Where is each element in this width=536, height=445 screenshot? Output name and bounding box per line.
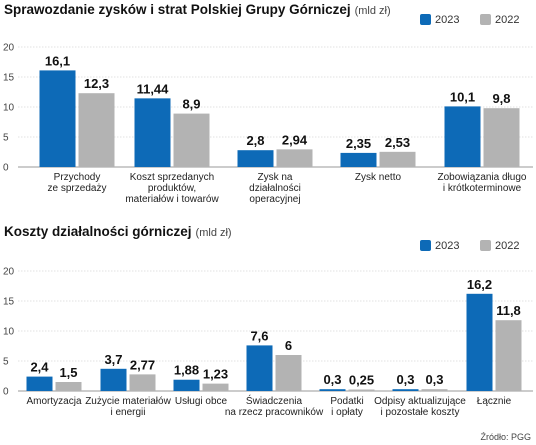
category-label: Usługi obce [175,396,228,407]
category-label: Zobowiązania długo i krótkoterminowe [438,172,527,194]
chart-unit: (mld zł) [355,5,391,17]
category-label: Zysk netto [355,172,402,183]
bar-2023-4 [246,345,273,391]
data-label-2022-1: 12,3 [84,76,109,91]
bar-2023-4 [340,152,377,167]
data-label-2023-7: 16,2 [467,277,492,292]
chart-title-text: Koszty działalności górniczej [4,224,192,239]
category-label: Podatki i opłaty [330,396,363,418]
data-label-2023-3: 2,8 [246,133,264,148]
data-label-2022-3: 2,94 [282,132,308,147]
data-label-2022-1: 1,5 [59,365,77,380]
bar-2023-5 [319,389,346,391]
bar-2023-2 [100,368,127,391]
bar-2022-5 [483,108,520,167]
legend-label-2023: 2023 [435,14,459,26]
bar-2022-3 [202,383,229,391]
y-tick-label: 5 [3,357,9,368]
data-label-2023-3: 1,88 [174,363,199,378]
chart-title: Koszty działalności górniczej (mld zł) [4,224,232,239]
data-label-2022-2: 2,77 [130,357,155,372]
category-label: Łącznie [477,396,512,407]
legend-swatch-2023 [420,240,431,251]
y-tick-label: 10 [3,327,15,338]
data-label-2023-5: 10,1 [450,89,475,104]
y-tick-label: 10 [3,103,15,114]
data-label-2023-4: 7,6 [250,328,268,343]
bar-2023-1 [26,376,53,391]
y-tick-label: 20 [3,267,15,278]
data-label-2023-2: 3,7 [104,352,122,367]
y-tick-label: 0 [3,387,9,398]
y-tick-label: 15 [3,73,15,84]
data-label-2023-5: 0,3 [323,372,341,387]
bar-2022-3 [276,149,313,167]
data-label-2022-5: 0,25 [349,373,374,388]
category-label: Przychody ze sprzedaży [48,172,107,194]
data-label-2023-6: 0,3 [396,372,414,387]
chart-unit: (mld zł) [196,227,232,239]
legend-label-2022: 2022 [495,240,519,252]
bar-2022-2 [129,374,156,391]
bar-2022-4 [275,355,302,391]
data-label-2022-6: 0,3 [425,372,443,387]
category-label: Odpisy aktualizujące i pozostałe koszty [374,396,466,418]
bar-2023-1 [39,70,76,167]
category-label: Świadczenia na rzecz pracowników [225,394,324,418]
bar-2022-6 [421,389,448,391]
bar-2022-2 [173,113,210,167]
bar-2022-1 [78,93,115,167]
data-label-2022-5: 9,8 [492,91,510,106]
legend-swatch-2023 [420,14,431,25]
bar-2022-1 [55,382,82,391]
chart-title-text: Sprawozdanie zysków i strat Polskiej Gru… [4,2,351,17]
bar-2023-5 [444,106,481,167]
data-label-2023-4: 2,35 [346,136,371,151]
bar-2022-5 [348,389,375,391]
bar-2023-2 [134,98,171,167]
y-tick-label: 20 [3,43,15,54]
bar-2023-3 [173,379,200,391]
bar-2023-3 [237,150,274,167]
chart-title: Sprawozdanie zysków i strat Polskiej Gru… [4,2,391,17]
data-label-2023-2: 11,44 [137,81,170,96]
category-label: Amortyzacja [26,396,81,407]
chart-2: Koszty działalności górniczej (mld zł)202… [3,224,533,418]
data-label-2022-2: 8,9 [182,97,200,112]
bar-2022-7 [495,320,522,391]
y-tick-label: 0 [3,163,9,174]
data-label-2022-7: 11,8 [496,303,521,318]
data-label-2023-1: 16,1 [45,53,70,68]
legend-swatch-2022 [480,240,491,251]
source-note: Źródło: PGG [480,432,531,442]
bar-2022-4 [379,151,416,167]
category-label: Zużycie materiałów i energii [85,396,171,418]
chart-1: Sprawozdanie zysków i strat Polskiej Gru… [3,2,533,205]
category-label: Koszt sprzedanych produktów, materiałów i … [125,172,219,205]
y-tick-label: 5 [3,133,9,144]
y-tick-label: 15 [3,297,15,308]
bar-2023-7 [466,293,493,391]
data-label-2022-4: 2,53 [385,135,410,150]
data-label-2022-4: 6 [285,338,292,353]
legend-label-2022: 2022 [495,14,519,26]
bar-2023-6 [392,389,419,391]
data-label-2023-1: 2,4 [30,360,49,375]
data-label-2022-3: 1,23 [203,367,228,382]
category-label: Zysk na działalności operacyjnej [249,172,301,205]
legend-swatch-2022 [480,14,491,25]
legend-label-2023: 2023 [435,240,459,252]
